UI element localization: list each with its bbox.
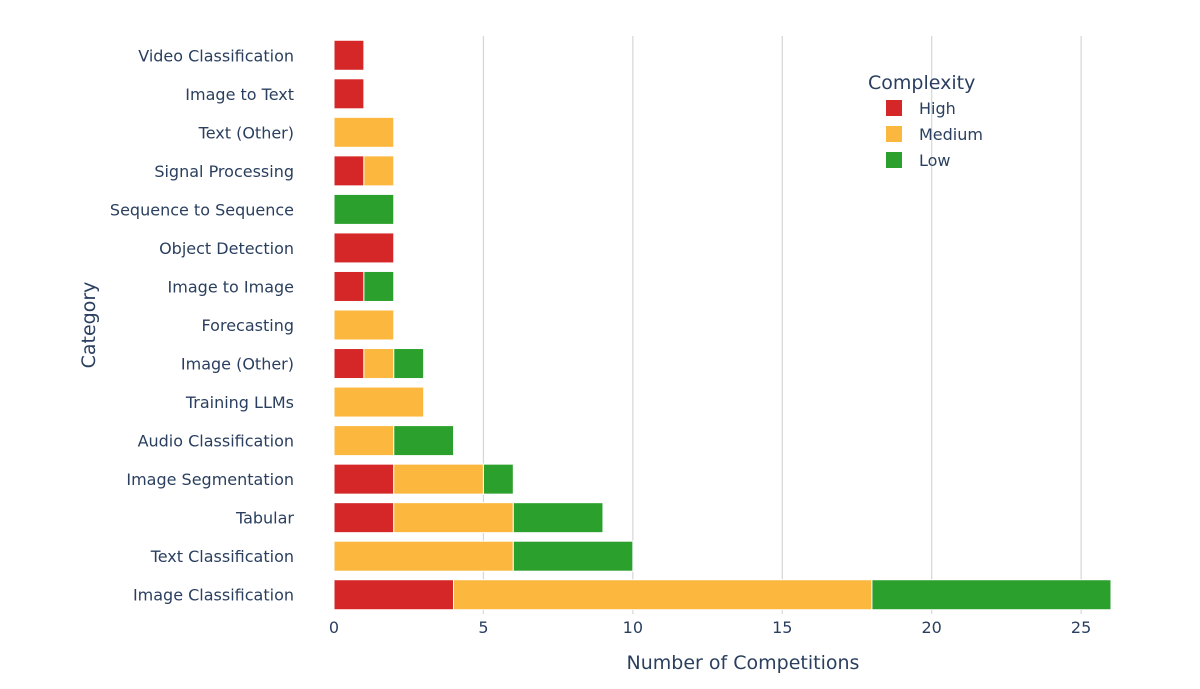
legend-swatch-high[interactable] — [886, 100, 902, 116]
bar-low-image-to-image[interactable] — [363, 270, 395, 302]
bar-high-image-segmentation[interactable] — [333, 463, 395, 495]
y-tick-label: Sequence to Sequence — [110, 200, 294, 219]
bar-medium-text-classification[interactable] — [333, 540, 514, 572]
y-tick-label: Video Classification — [138, 46, 294, 65]
x-tick-label-5: 5 — [478, 618, 488, 637]
x-axis-title: Number of Competitions — [627, 652, 860, 674]
bar-high-video-classification[interactable] — [333, 39, 365, 71]
legend-title: Complexity — [868, 72, 975, 94]
x-tick-label-0: 0 — [329, 618, 339, 637]
x-axis-ticks: 0 5 10 15 20 25 — [329, 618, 1091, 637]
bar-medium-forecasting[interactable] — [333, 309, 395, 341]
y-tick-label: Image (Other) — [181, 355, 294, 374]
bar-medium-image-other[interactable] — [363, 348, 395, 380]
bar-high-image-other[interactable] — [333, 348, 365, 380]
legend-label-medium[interactable]: Medium — [919, 125, 983, 144]
legend-label-high[interactable]: High — [919, 99, 956, 118]
bar-low-text-classification[interactable] — [512, 540, 634, 572]
y-tick-label: Image Segmentation — [126, 470, 294, 489]
legend: Complexity High Medium Low — [868, 72, 983, 170]
y-axis-title: Category — [78, 282, 100, 369]
bar-high-object-detection[interactable] — [333, 232, 395, 264]
y-tick-label: Text (Other) — [198, 123, 294, 142]
bar-high-tabular[interactable] — [333, 502, 395, 534]
bar-medium-audio-classification[interactable] — [333, 425, 395, 457]
bar-low-image-segmentation[interactable] — [482, 463, 514, 495]
bar-medium-image-segmentation[interactable] — [393, 463, 484, 495]
y-axis-ticks: Image Classification Text Classification T… — [110, 46, 294, 604]
y-tick-label: Signal Processing — [154, 162, 294, 181]
x-tick-label-15: 15 — [772, 618, 792, 637]
y-tick-label: Object Detection — [159, 239, 294, 258]
bar-medium-image-classification[interactable] — [453, 579, 873, 611]
bar-low-tabular[interactable] — [512, 502, 604, 534]
bar-medium-training-llms[interactable] — [333, 386, 425, 418]
bars — [333, 39, 1112, 611]
x-tick-label-10: 10 — [623, 618, 643, 637]
bar-medium-text-other[interactable] — [333, 116, 395, 148]
y-tick-label: Image to Text — [185, 85, 294, 104]
y-tick-label: Audio Classification — [138, 432, 294, 451]
y-tick-label: Training LLMs — [185, 393, 294, 412]
bar-high-image-classification[interactable] — [333, 579, 455, 611]
x-tick-label-25: 25 — [1071, 618, 1091, 637]
y-tick-label: Tabular — [235, 509, 294, 528]
legend-swatch-low[interactable] — [886, 152, 902, 168]
bar-low-sequence-to-sequence[interactable] — [333, 193, 395, 225]
x-tick-label-20: 20 — [922, 618, 942, 637]
bar-medium-tabular[interactable] — [393, 502, 514, 534]
bar-medium-signal-processing[interactable] — [363, 155, 395, 187]
bar-high-image-to-text[interactable] — [333, 78, 365, 110]
bar-high-image-to-image[interactable] — [333, 270, 365, 302]
y-tick-label: Text Classification — [150, 547, 294, 566]
bar-low-image-other[interactable] — [393, 348, 425, 380]
y-tick-label: Image Classification — [133, 586, 294, 605]
y-tick-label: Forecasting — [202, 316, 294, 335]
legend-label-low[interactable]: Low — [919, 151, 951, 170]
y-tick-label: Image to Image — [168, 277, 294, 296]
legend-swatch-medium[interactable] — [886, 126, 902, 142]
bar-high-signal-processing[interactable] — [333, 155, 365, 187]
bar-low-image-classification[interactable] — [871, 579, 1112, 611]
bar-low-audio-classification[interactable] — [393, 425, 455, 457]
